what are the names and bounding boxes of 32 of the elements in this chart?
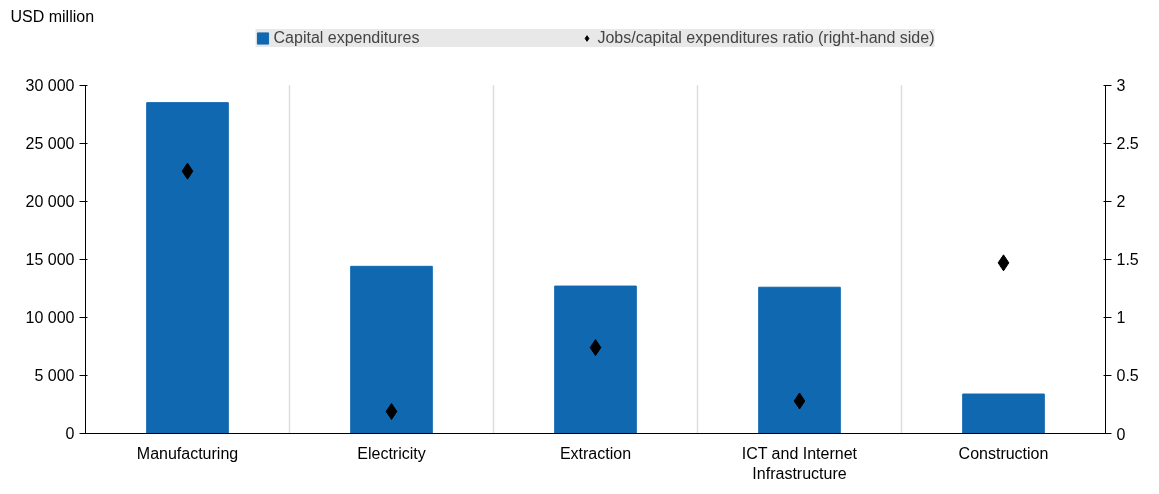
y2-tick-label: 1.5 <box>1116 251 1139 269</box>
y2-tick-label: 2 <box>1116 193 1126 211</box>
point <box>589 339 602 357</box>
bar <box>758 286 841 434</box>
y-tick-label: 15 000 <box>25 250 75 268</box>
y-tick-label: 10 000 <box>25 308 75 326</box>
y-tick-label: 30 000 <box>25 76 75 94</box>
x-tick-label: ICT and Internet Infrastructure <box>741 444 858 482</box>
x-tick-label: Extraction <box>559 444 632 462</box>
x-tick-label: Construction <box>958 444 1049 462</box>
y2-tick-label: 0 <box>1116 425 1126 443</box>
point <box>385 402 398 420</box>
point <box>793 392 806 410</box>
x-tick-label: Electricity <box>357 444 426 462</box>
legend-label: Capital expenditures <box>273 29 420 47</box>
y2-tick-label: 1 <box>1116 309 1126 327</box>
y-tick-label: 5 000 <box>34 366 75 384</box>
y2-tick-label: 0.5 <box>1116 367 1139 385</box>
legend-label: Jobs/capital expenditures ratio (right-hand side) <box>597 29 935 47</box>
point <box>997 254 1010 272</box>
y2-tick-label: 2.5 <box>1116 135 1139 153</box>
bar <box>554 285 637 434</box>
y2-tick-label: 3 <box>1116 77 1126 95</box>
bar <box>350 265 433 434</box>
y-tick-label: 0 <box>65 425 75 442</box>
point <box>181 162 194 180</box>
y-tick-label: 20 000 <box>25 192 75 210</box>
bar <box>962 393 1045 434</box>
y-axis-title: USD million <box>10 7 95 25</box>
bar <box>146 102 229 434</box>
y-tick-label: 25 000 <box>25 134 75 152</box>
x-tick-label: Manufacturing <box>136 444 239 462</box>
